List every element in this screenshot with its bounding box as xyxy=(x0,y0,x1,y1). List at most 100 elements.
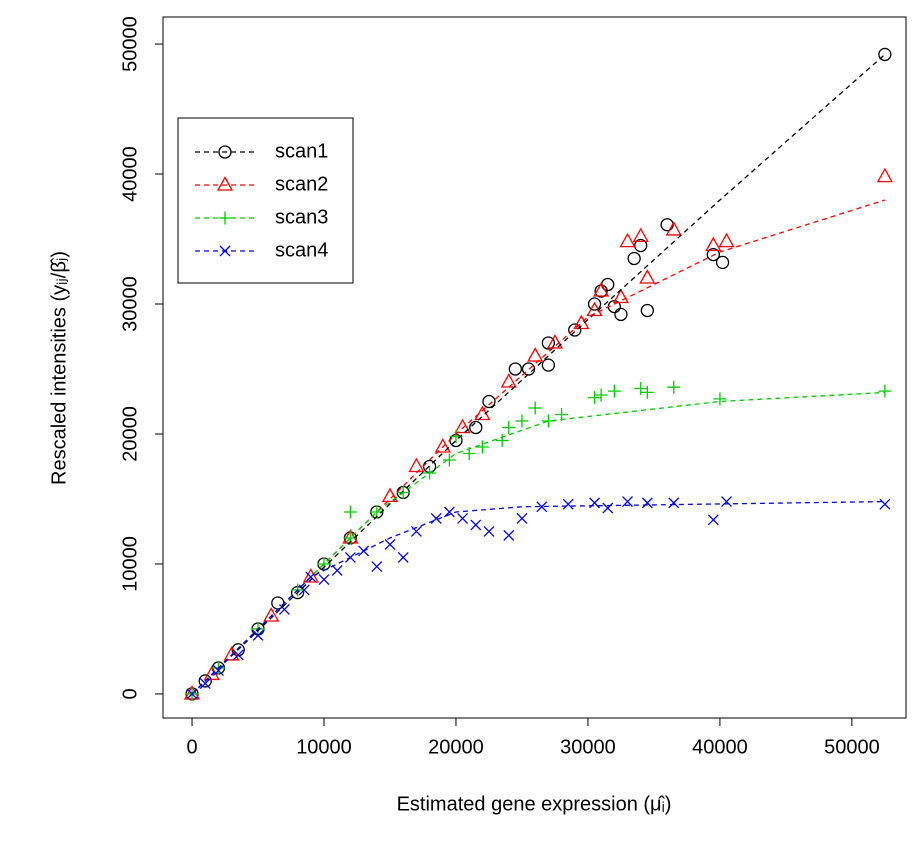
legend-marker xyxy=(218,211,232,225)
marker xyxy=(641,497,653,509)
y-tick-label: 30000 xyxy=(119,276,141,332)
marker xyxy=(619,232,636,248)
marker xyxy=(483,526,495,537)
marker xyxy=(430,513,442,524)
x-tick-label: 50000 xyxy=(824,736,880,758)
marker xyxy=(500,373,517,388)
legend-label: scan3 xyxy=(275,206,328,228)
marker xyxy=(397,552,409,563)
fit-line xyxy=(191,391,885,695)
legend-marker xyxy=(219,245,231,257)
marker xyxy=(474,405,491,421)
marker xyxy=(302,568,319,583)
fit-line xyxy=(191,500,885,695)
marker xyxy=(475,440,489,454)
marker xyxy=(541,358,556,372)
legend-label: scan4 xyxy=(275,239,328,261)
legend-box xyxy=(177,117,354,284)
marker xyxy=(503,529,515,541)
marker xyxy=(879,498,891,510)
marker xyxy=(434,438,451,453)
marker xyxy=(410,526,422,537)
marker xyxy=(721,496,732,508)
x-axis-label: Estimated gene expression (μ̂ᵢ) xyxy=(397,793,672,815)
marker xyxy=(602,502,614,514)
y-tick-label: 10000 xyxy=(119,536,141,592)
marker xyxy=(562,498,574,510)
marker xyxy=(622,496,633,508)
y-tick-label: 40000 xyxy=(119,146,141,202)
legend-label: scan2 xyxy=(275,173,328,195)
marker xyxy=(278,604,290,615)
marker xyxy=(536,501,548,513)
marker xyxy=(612,288,630,304)
marker xyxy=(469,420,483,435)
marker xyxy=(516,513,528,524)
marker xyxy=(331,565,343,576)
marker xyxy=(632,227,649,243)
marker xyxy=(640,303,654,318)
marker xyxy=(705,236,722,252)
marker xyxy=(515,414,529,428)
marker xyxy=(667,380,681,394)
marker xyxy=(527,347,544,362)
marker xyxy=(482,394,496,409)
marker xyxy=(384,539,396,550)
marker xyxy=(587,297,602,311)
y-tick-label: 20000 xyxy=(119,406,141,462)
legend-marker xyxy=(218,145,232,159)
marker xyxy=(232,649,244,661)
y-axis-label: Rescaled intensities (yᵢⱼ/β̂ⱼ) xyxy=(48,251,70,485)
marker xyxy=(660,218,674,232)
x-tick-label: 20000 xyxy=(428,736,484,758)
marker xyxy=(634,238,648,253)
legend-marker xyxy=(216,176,234,191)
plot-frame xyxy=(162,16,907,719)
marker xyxy=(593,282,610,297)
marker xyxy=(665,221,682,236)
y-tick-label: 50000 xyxy=(119,16,141,72)
marker xyxy=(715,255,730,270)
marker xyxy=(876,167,893,183)
marker xyxy=(718,232,735,248)
marker xyxy=(640,385,654,399)
marker xyxy=(317,557,331,571)
marker xyxy=(198,674,212,688)
marker xyxy=(199,678,211,690)
marker xyxy=(614,307,628,322)
marker xyxy=(568,323,582,337)
marker xyxy=(508,362,523,376)
marker xyxy=(546,334,564,349)
marker xyxy=(298,584,310,596)
marker xyxy=(706,247,720,262)
marker xyxy=(634,381,648,395)
marker xyxy=(586,301,603,317)
y-tick-label: 0 xyxy=(119,688,141,699)
marker xyxy=(668,497,680,509)
marker xyxy=(878,384,892,398)
marker xyxy=(454,418,471,434)
marker xyxy=(627,251,641,266)
marker xyxy=(713,392,727,406)
x-tick-label: 0 xyxy=(186,736,197,758)
marker xyxy=(457,513,469,524)
marker xyxy=(639,269,656,284)
marker xyxy=(212,665,224,677)
x-tick-label: 40000 xyxy=(692,736,748,758)
marker xyxy=(318,574,330,586)
legend-label: scan1 xyxy=(275,140,328,162)
marker xyxy=(442,453,456,467)
marker xyxy=(555,407,569,421)
marker xyxy=(343,505,357,519)
marker xyxy=(707,514,719,526)
x-tick-label: 30000 xyxy=(560,736,616,758)
marker xyxy=(541,336,556,350)
marker xyxy=(588,391,602,405)
marker xyxy=(408,457,425,473)
fit-line xyxy=(191,53,886,695)
fit-line xyxy=(191,199,886,695)
marker xyxy=(495,433,509,447)
marker xyxy=(878,47,892,62)
